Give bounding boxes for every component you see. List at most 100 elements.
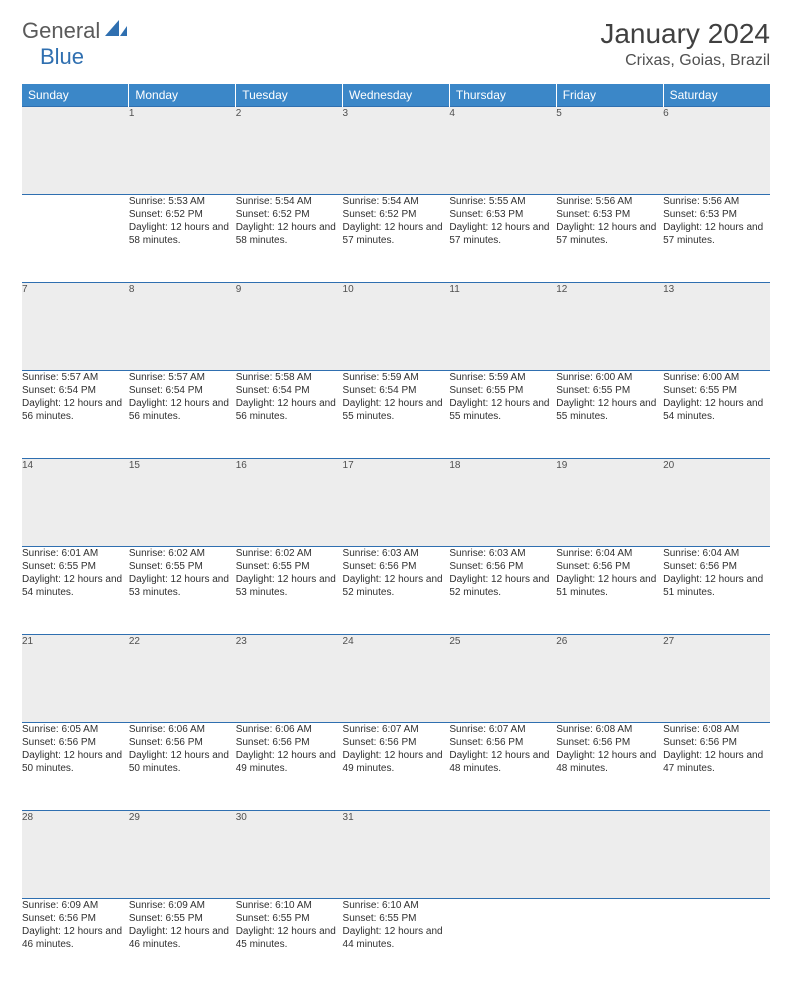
sunrise-line: Sunrise: 6:02 AM — [236, 547, 343, 560]
daylight-line: Daylight: 12 hours and 53 minutes. — [129, 573, 236, 599]
sunset-line: Sunset: 6:56 PM — [343, 560, 450, 573]
day-content-cell: Sunrise: 5:56 AMSunset: 6:53 PMDaylight:… — [556, 195, 663, 283]
day-number-cell: 10 — [343, 283, 450, 371]
day-number-row: 78910111213 — [22, 283, 770, 371]
day-content-cell: Sunrise: 6:03 AMSunset: 6:56 PMDaylight:… — [343, 547, 450, 635]
daylight-line: Daylight: 12 hours and 57 minutes. — [449, 221, 556, 247]
day-content-cell: Sunrise: 6:09 AMSunset: 6:55 PMDaylight:… — [129, 899, 236, 987]
day-content-cell: Sunrise: 6:10 AMSunset: 6:55 PMDaylight:… — [236, 899, 343, 987]
sunset-line: Sunset: 6:56 PM — [343, 736, 450, 749]
day-number-cell: 25 — [449, 635, 556, 723]
sunset-line: Sunset: 6:56 PM — [129, 736, 236, 749]
day-number-cell: 12 — [556, 283, 663, 371]
day-number-cell: 28 — [22, 811, 129, 899]
day-number-cell: 9 — [236, 283, 343, 371]
sunset-line: Sunset: 6:54 PM — [343, 384, 450, 397]
daylight-line: Daylight: 12 hours and 57 minutes. — [556, 221, 663, 247]
sunrise-line: Sunrise: 6:09 AM — [22, 899, 129, 912]
title-block: January 2024 Crixas, Goias, Brazil — [600, 18, 770, 70]
day-content-cell: Sunrise: 5:54 AMSunset: 6:52 PMDaylight:… — [343, 195, 450, 283]
daylight-line: Daylight: 12 hours and 46 minutes. — [129, 925, 236, 951]
logo-text: General Blue — [22, 18, 127, 70]
sunset-line: Sunset: 6:52 PM — [343, 208, 450, 221]
day-number-cell: 26 — [556, 635, 663, 723]
col-header: Friday — [556, 84, 663, 107]
sunset-line: Sunset: 6:55 PM — [556, 384, 663, 397]
daylight-line: Daylight: 12 hours and 56 minutes. — [129, 397, 236, 423]
sunset-line: Sunset: 6:55 PM — [22, 560, 129, 573]
sunrise-line: Sunrise: 6:08 AM — [556, 723, 663, 736]
day-number-row: 28293031 — [22, 811, 770, 899]
header-bar: General Blue January 2024 Crixas, Goias,… — [22, 18, 770, 70]
sunset-line: Sunset: 6:56 PM — [236, 736, 343, 749]
day-content-cell: Sunrise: 5:54 AMSunset: 6:52 PMDaylight:… — [236, 195, 343, 283]
day-number-cell — [449, 811, 556, 899]
day-number-cell: 24 — [343, 635, 450, 723]
day-number-cell: 19 — [556, 459, 663, 547]
col-header: Tuesday — [236, 84, 343, 107]
daylight-line: Daylight: 12 hours and 57 minutes. — [663, 221, 770, 247]
day-number-cell — [22, 107, 129, 195]
calendar-table: Sunday Monday Tuesday Wednesday Thursday… — [22, 84, 770, 987]
daylight-line: Daylight: 12 hours and 56 minutes. — [22, 397, 129, 423]
daylight-line: Daylight: 12 hours and 58 minutes. — [129, 221, 236, 247]
day-content-cell: Sunrise: 5:59 AMSunset: 6:55 PMDaylight:… — [449, 371, 556, 459]
day-content-cell: Sunrise: 5:59 AMSunset: 6:54 PMDaylight:… — [343, 371, 450, 459]
sunrise-line: Sunrise: 5:59 AM — [343, 371, 450, 384]
day-content-row: Sunrise: 5:57 AMSunset: 6:54 PMDaylight:… — [22, 371, 770, 459]
day-content-cell: Sunrise: 6:00 AMSunset: 6:55 PMDaylight:… — [663, 371, 770, 459]
day-number-cell: 15 — [129, 459, 236, 547]
sunrise-line: Sunrise: 6:07 AM — [343, 723, 450, 736]
sunrise-line: Sunrise: 6:02 AM — [129, 547, 236, 560]
sunrise-line: Sunrise: 5:56 AM — [556, 195, 663, 208]
day-content-row: Sunrise: 6:01 AMSunset: 6:55 PMDaylight:… — [22, 547, 770, 635]
day-content-cell: Sunrise: 5:57 AMSunset: 6:54 PMDaylight:… — [129, 371, 236, 459]
daylight-line: Daylight: 12 hours and 50 minutes. — [22, 749, 129, 775]
daylight-line: Daylight: 12 hours and 44 minutes. — [343, 925, 450, 951]
sunrise-line: Sunrise: 6:03 AM — [449, 547, 556, 560]
day-number-cell: 23 — [236, 635, 343, 723]
day-content-row: Sunrise: 6:05 AMSunset: 6:56 PMDaylight:… — [22, 723, 770, 811]
sunset-line: Sunset: 6:55 PM — [129, 560, 236, 573]
day-content-cell: Sunrise: 5:55 AMSunset: 6:53 PMDaylight:… — [449, 195, 556, 283]
daylight-line: Daylight: 12 hours and 51 minutes. — [556, 573, 663, 599]
sunset-line: Sunset: 6:56 PM — [449, 560, 556, 573]
day-number-row: 21222324252627 — [22, 635, 770, 723]
day-number-cell: 21 — [22, 635, 129, 723]
day-number-cell: 2 — [236, 107, 343, 195]
daylight-line: Daylight: 12 hours and 56 minutes. — [236, 397, 343, 423]
sunrise-line: Sunrise: 5:57 AM — [129, 371, 236, 384]
day-content-cell: Sunrise: 6:07 AMSunset: 6:56 PMDaylight:… — [343, 723, 450, 811]
sunset-line: Sunset: 6:54 PM — [22, 384, 129, 397]
sunset-line: Sunset: 6:56 PM — [22, 912, 129, 925]
day-number-cell: 31 — [343, 811, 450, 899]
sunrise-line: Sunrise: 5:54 AM — [343, 195, 450, 208]
sunrise-line: Sunrise: 6:03 AM — [343, 547, 450, 560]
day-content-cell: Sunrise: 6:06 AMSunset: 6:56 PMDaylight:… — [236, 723, 343, 811]
sunrise-line: Sunrise: 6:07 AM — [449, 723, 556, 736]
sunrise-line: Sunrise: 6:05 AM — [22, 723, 129, 736]
sunrise-line: Sunrise: 6:10 AM — [343, 899, 450, 912]
sunrise-line: Sunrise: 6:08 AM — [663, 723, 770, 736]
day-number-cell: 14 — [22, 459, 129, 547]
sunset-line: Sunset: 6:56 PM — [663, 736, 770, 749]
sunrise-line: Sunrise: 5:58 AM — [236, 371, 343, 384]
day-number-cell: 6 — [663, 107, 770, 195]
day-content-cell: Sunrise: 6:00 AMSunset: 6:55 PMDaylight:… — [556, 371, 663, 459]
day-content-cell: Sunrise: 6:03 AMSunset: 6:56 PMDaylight:… — [449, 547, 556, 635]
day-content-cell — [449, 899, 556, 987]
day-content-cell: Sunrise: 6:04 AMSunset: 6:56 PMDaylight:… — [556, 547, 663, 635]
sunset-line: Sunset: 6:55 PM — [663, 384, 770, 397]
logo-word-blue: Blue — [40, 44, 84, 69]
col-header: Wednesday — [343, 84, 450, 107]
day-number-cell — [663, 811, 770, 899]
sunrise-line: Sunrise: 6:04 AM — [663, 547, 770, 560]
daylight-line: Daylight: 12 hours and 58 minutes. — [236, 221, 343, 247]
daylight-line: Daylight: 12 hours and 52 minutes. — [343, 573, 450, 599]
daylight-line: Daylight: 12 hours and 55 minutes. — [449, 397, 556, 423]
day-content-cell: Sunrise: 6:02 AMSunset: 6:55 PMDaylight:… — [129, 547, 236, 635]
daylight-line: Daylight: 12 hours and 54 minutes. — [663, 397, 770, 423]
sunset-line: Sunset: 6:55 PM — [129, 912, 236, 925]
sail-icon — [105, 18, 127, 43]
sunset-line: Sunset: 6:55 PM — [236, 912, 343, 925]
